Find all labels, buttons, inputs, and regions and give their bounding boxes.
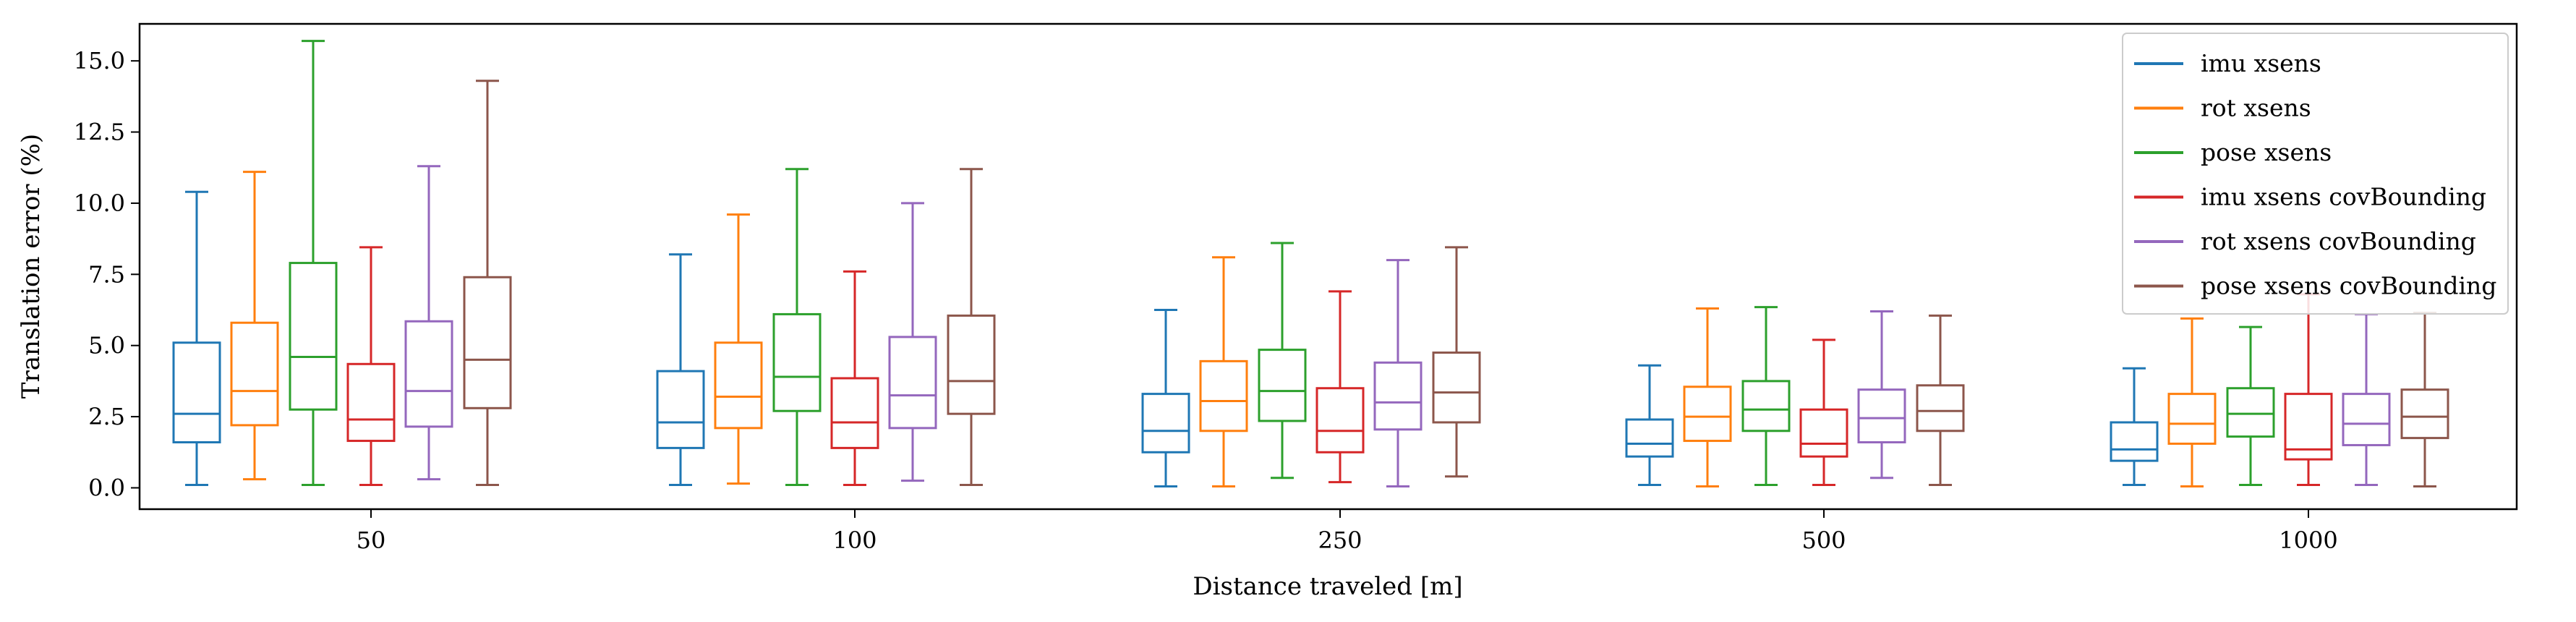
legend: imu xsens rot xsens pose xsens imu xsens co… xyxy=(2122,33,2509,315)
y-tick-label: 0.0 xyxy=(88,474,125,501)
x-tick-label: 250 xyxy=(1318,527,1362,554)
iqr-box xyxy=(888,336,937,430)
box-imu-xsens-250 xyxy=(1141,309,1190,488)
box-imu-xsens-100 xyxy=(656,253,705,487)
box-pose-xsens-1000 xyxy=(2226,325,2275,487)
legend-item: imu xsens xyxy=(2134,49,2321,77)
box-imu-xsens-covBounding-50 xyxy=(346,246,396,487)
legend-item: pose xsens xyxy=(2134,138,2332,166)
y-tick-label: 2.5 xyxy=(88,403,125,430)
iqr-box xyxy=(463,276,512,409)
iqr-box xyxy=(1741,380,1791,433)
box-imu-xsens-1000 xyxy=(2110,367,2159,487)
iqr-box xyxy=(1625,418,1674,458)
legend-frame xyxy=(2122,33,2509,315)
y-tick-label: 7.5 xyxy=(88,260,125,288)
legend-label: imu xsens covBounding xyxy=(2201,183,2486,211)
iqr-box xyxy=(2226,387,2275,438)
iqr-box xyxy=(172,341,221,444)
iqr-box xyxy=(1141,393,1190,453)
legend-item: imu xsens covBounding xyxy=(2134,183,2486,211)
iqr-box xyxy=(1799,408,1848,458)
iqr-box xyxy=(947,314,996,415)
iqr-box xyxy=(1683,385,1732,443)
box-pose-xsens-250 xyxy=(1258,242,1307,480)
iqr-box xyxy=(2342,393,2391,446)
box-rot-xsens-100 xyxy=(714,213,763,485)
box-rot-xsens-250 xyxy=(1199,256,1248,488)
y-tick-label: 10.0 xyxy=(74,189,125,217)
iqr-box xyxy=(1857,388,1906,444)
iqr-box xyxy=(714,341,763,430)
iqr-box xyxy=(289,262,338,411)
iqr-box xyxy=(2167,393,2217,445)
box-imu-xsens-500 xyxy=(1625,364,1674,487)
x-axis-label: Distance traveled [m] xyxy=(1193,572,1462,601)
iqr-box xyxy=(2400,388,2449,440)
box-rot-xsens-50 xyxy=(230,171,279,481)
box-rot-xsens-covBounding-50 xyxy=(404,165,453,481)
x-tick-label: 500 xyxy=(1801,527,1846,554)
box-imu-xsens-covBounding-500 xyxy=(1799,338,1848,487)
iqr-box xyxy=(230,321,279,427)
iqr-box xyxy=(1315,387,1365,453)
iqr-box xyxy=(772,312,822,412)
iqr-box xyxy=(1199,359,1248,433)
iqr-box xyxy=(1373,361,1423,431)
legend-item: rot xsens covBounding xyxy=(2134,227,2476,255)
iqr-box xyxy=(346,362,396,443)
iqr-box xyxy=(404,320,453,428)
plot-area xyxy=(172,40,2449,488)
iqr-box xyxy=(1916,384,1965,433)
x-tick-label: 50 xyxy=(357,527,386,554)
legend-item: pose xsens covBounding xyxy=(2134,272,2496,300)
iqr-box xyxy=(656,370,705,449)
y-tick-label: 15.0 xyxy=(74,47,125,74)
iqr-box xyxy=(830,377,879,449)
legend-label: rot xsens xyxy=(2201,94,2311,122)
iqr-box xyxy=(1258,349,1307,422)
x-tick-label: 1000 xyxy=(2279,527,2337,554)
box-rot-xsens-covBounding-500 xyxy=(1857,310,1906,480)
box-rot-xsens-1000 xyxy=(2167,317,2217,488)
x-axis-ticks: 50 100 250 500 1000 xyxy=(357,509,2338,554)
box-pose-xsens-covBounding-1000 xyxy=(2400,311,2449,488)
legend-label: rot xsens covBounding xyxy=(2201,227,2476,255)
box-rot-xsens-covBounding-1000 xyxy=(2342,312,2391,487)
legend-label: imu xsens xyxy=(2201,49,2321,77)
box-pose-xsens-covBounding-500 xyxy=(1916,314,1965,487)
box-imu-xsens-50 xyxy=(172,190,221,487)
box-pose-xsens-covBounding-50 xyxy=(463,80,512,487)
legend-label: pose xsens covBounding xyxy=(2201,272,2496,300)
legend-label: pose xsens xyxy=(2201,138,2332,166)
box-imu-xsens-covBounding-100 xyxy=(830,270,879,487)
y-tick-label: 5.0 xyxy=(88,332,125,359)
box-imu-xsens-covBounding-250 xyxy=(1315,290,1365,484)
y-tick-label: 12.5 xyxy=(74,119,125,146)
iqr-box xyxy=(2110,421,2159,462)
box-rot-xsens-500 xyxy=(1683,307,1732,488)
x-tick-label: 100 xyxy=(832,527,877,554)
y-axis-label: Translation error (%) xyxy=(17,134,46,399)
y-axis-ticks: 0.0 2.5 5.0 7.5 10.0 12.5 15.0 xyxy=(74,47,140,501)
box-pose-xsens-100 xyxy=(772,168,822,487)
box-pose-xsens-500 xyxy=(1741,306,1791,487)
box-pose-xsens-covBounding-250 xyxy=(1432,246,1481,478)
box-pose-xsens-50 xyxy=(289,40,338,487)
legend-item: rot xsens xyxy=(2134,94,2311,122)
box-pose-xsens-covBounding-100 xyxy=(947,168,996,487)
box-rot-xsens-covBounding-100 xyxy=(888,202,937,482)
box-rot-xsens-covBounding-250 xyxy=(1373,259,1423,488)
iqr-box xyxy=(2284,393,2333,461)
iqr-box xyxy=(1432,352,1481,424)
axes-frame xyxy=(138,22,2518,511)
